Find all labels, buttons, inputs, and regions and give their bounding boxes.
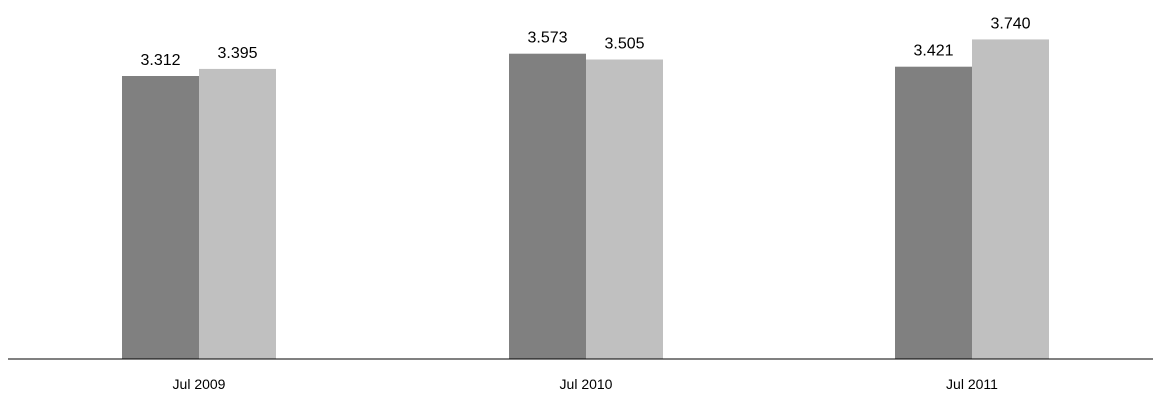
x-tick-label-1: Jul 2010	[560, 376, 613, 392]
bar-0-0	[122, 76, 199, 359]
data-label-1-1: 3.505	[604, 36, 644, 53]
value-labels-group: 3.312 3.395 3.573 3.505 3.421 3.740	[140, 15, 1030, 69]
bar-1-0	[509, 53, 586, 359]
bar-1-1	[586, 59, 663, 359]
data-label-0-1: 3.395	[217, 45, 257, 62]
data-label-2-1: 3.740	[990, 15, 1030, 32]
data-label-0-0: 3.312	[140, 52, 180, 69]
x-tick-label-0: Jul 2009	[173, 376, 226, 392]
bar-2-0	[895, 66, 972, 359]
bar-0-1	[199, 68, 276, 359]
bars-group	[122, 39, 1049, 360]
x-tick-label-2: Jul 2011	[946, 376, 998, 392]
data-label-2-0: 3.421	[913, 43, 953, 60]
bar-2-1	[972, 39, 1049, 360]
data-label-1-0: 3.573	[527, 30, 567, 47]
x-tick-labels-group: Jul 2009 Jul 2010 Jul 2011	[173, 376, 999, 392]
